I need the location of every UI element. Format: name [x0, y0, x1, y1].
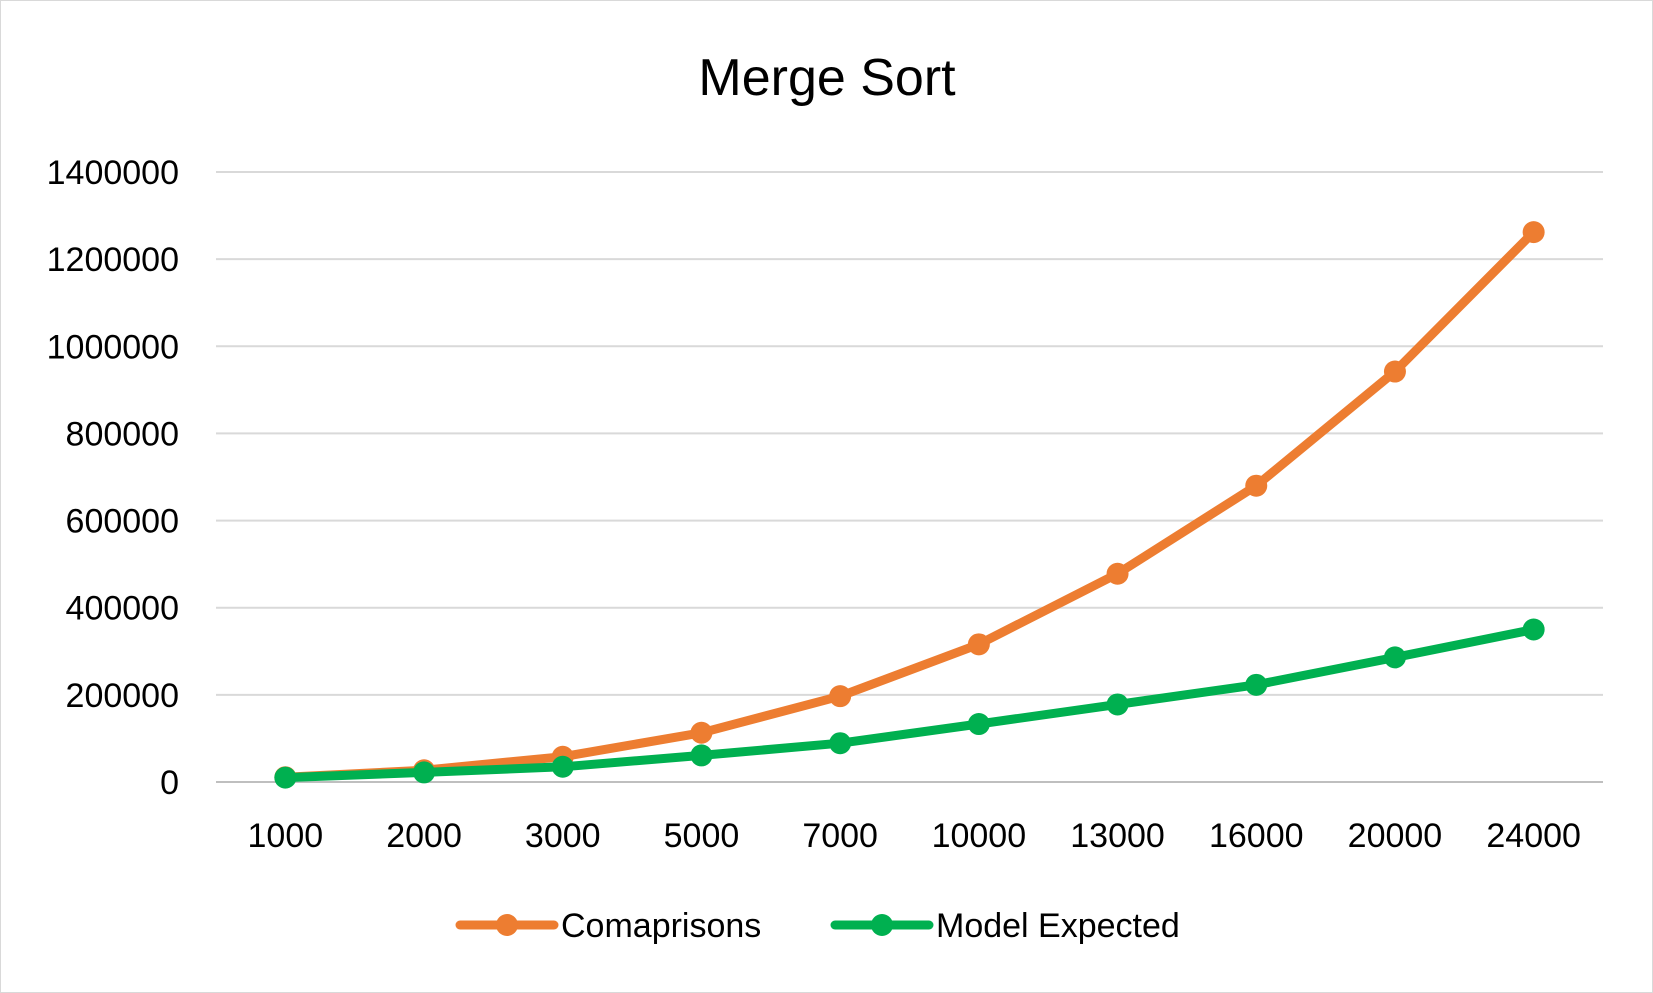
- y-tick-label: 200000: [66, 677, 179, 715]
- data-point: [967, 633, 990, 656]
- legend-label: Model Expected: [936, 907, 1180, 945]
- legend-entry: Model Expected: [830, 907, 1180, 945]
- data-point: [1522, 221, 1545, 244]
- data-point: [413, 761, 436, 784]
- series-layer: [274, 221, 1545, 789]
- series-line: [280, 625, 1539, 783]
- x-tick-label: 20000: [1348, 817, 1443, 855]
- y-tick-label: 400000: [66, 590, 179, 628]
- x-tick-label: 3000: [525, 817, 601, 855]
- x-tick-label: 5000: [664, 817, 740, 855]
- y-tick-label: 800000: [66, 415, 179, 453]
- y-tick-label: 600000: [66, 503, 179, 541]
- gridlines: [216, 171, 1603, 783]
- x-tick-label: 2000: [386, 817, 462, 855]
- x-tick-label: 1000: [248, 817, 324, 855]
- data-point: [274, 766, 297, 789]
- y-tick-label: 1200000: [47, 241, 179, 279]
- data-point: [690, 744, 713, 767]
- data-point: [1383, 646, 1406, 669]
- data-point: [1245, 474, 1268, 497]
- series-line: [280, 227, 1539, 782]
- y-tick-label: 0: [160, 764, 179, 802]
- series-1: [274, 618, 1545, 789]
- legend-swatch-marker: [871, 914, 893, 936]
- chart-title: Merge Sort: [698, 49, 956, 107]
- legend: Comaprisons Model Expected: [455, 907, 1180, 945]
- y-axis-tick-labels: 0 200000 400000 600000 800000 1000000 1200000 1…: [47, 154, 179, 802]
- data-point: [1522, 618, 1545, 641]
- data-point: [1106, 693, 1129, 716]
- series-0: [274, 221, 1545, 789]
- legend-swatch-marker: [496, 914, 518, 936]
- data-point: [967, 713, 990, 736]
- x-tick-label: 7000: [802, 817, 878, 855]
- data-point: [1383, 360, 1406, 383]
- data-point: [1245, 673, 1268, 696]
- data-point: [829, 685, 852, 708]
- x-tick-label: 10000: [932, 817, 1027, 855]
- data-point: [829, 732, 852, 755]
- data-point: [1106, 562, 1129, 585]
- y-tick-label: 1400000: [47, 154, 179, 192]
- data-point: [551, 755, 574, 778]
- x-tick-label: 13000: [1070, 817, 1165, 855]
- y-tick-label: 1000000: [47, 328, 179, 366]
- legend-entry: Comaprisons: [455, 907, 761, 945]
- x-tick-label: 16000: [1209, 817, 1304, 855]
- x-axis-tick-labels: 1000 2000 3000 5000 7000 10000 13000 16000 20000…: [248, 817, 1581, 855]
- x-tick-label: 24000: [1486, 817, 1581, 855]
- data-point: [690, 721, 713, 744]
- legend-label: Comaprisons: [561, 907, 761, 945]
